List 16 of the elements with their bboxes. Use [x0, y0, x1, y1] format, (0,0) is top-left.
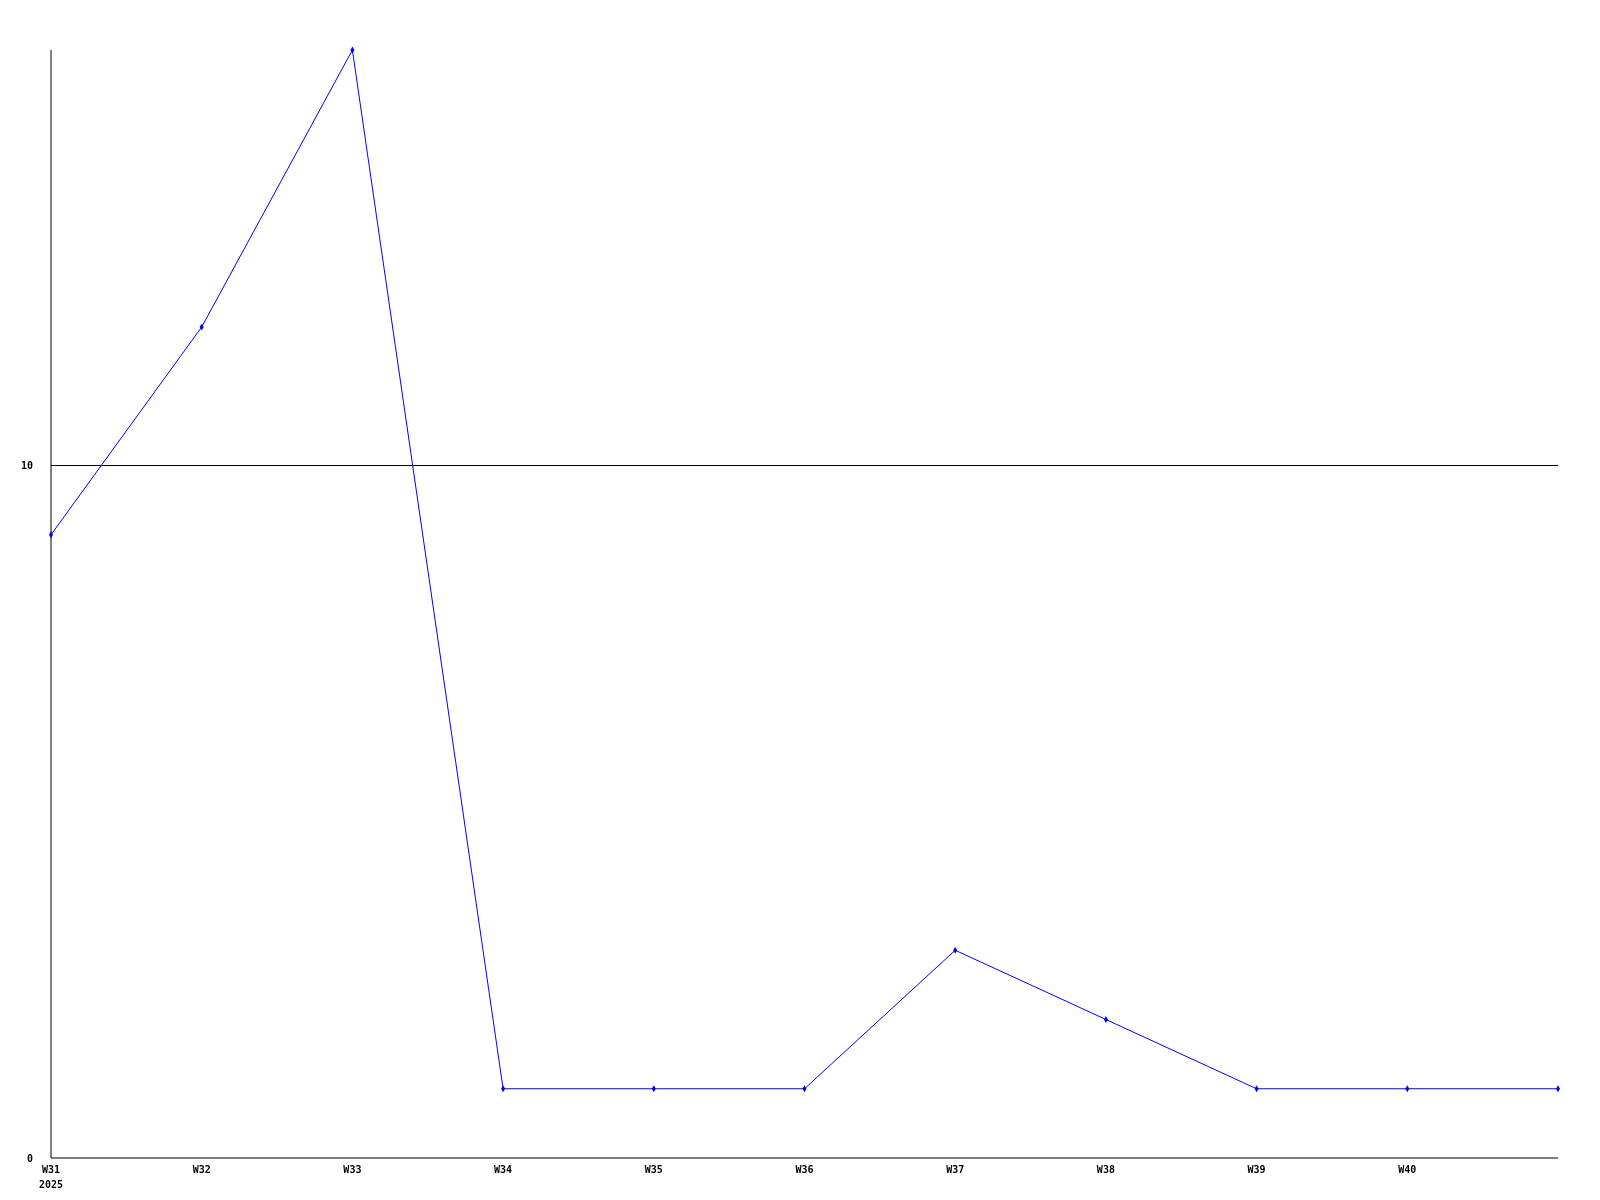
point	[48, 531, 54, 539]
x-tick-label: W38	[1096, 1164, 1115, 1175]
x-tick-label: W32	[192, 1164, 211, 1175]
y-tick-label: 10	[20, 460, 33, 471]
point	[1555, 1085, 1561, 1093]
x-tick-label: W33	[343, 1164, 362, 1175]
point	[1103, 1016, 1108, 1023]
x-tick-label: W31	[41, 1164, 61, 1175]
x-tick-label: W40	[1398, 1164, 1417, 1175]
x-tick-label: W35	[644, 1164, 663, 1175]
y-tick-label: 0	[26, 1152, 33, 1164]
text: 2025	[38, 1179, 64, 1190]
x-tick-label: W37	[946, 1164, 965, 1175]
x-tick-label: W39	[1247, 1164, 1266, 1175]
x-tick-label: W34	[494, 1164, 513, 1175]
x-tick-label: W36	[795, 1164, 814, 1175]
